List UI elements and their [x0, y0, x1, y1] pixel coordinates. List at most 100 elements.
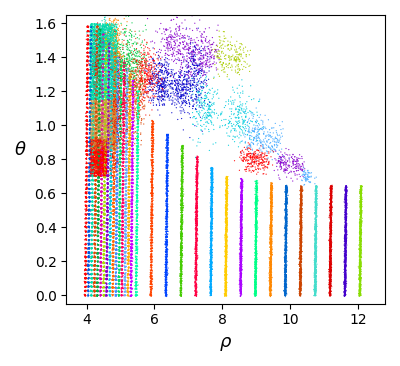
Point [111, 123, 118, 129]
Point [115, 65, 121, 71]
Point [268, 200, 274, 206]
Point [94, 35, 101, 41]
Point [164, 178, 170, 184]
Point [328, 208, 334, 214]
Point [343, 253, 349, 258]
Point [101, 261, 108, 266]
Point [134, 162, 140, 168]
Point [84, 110, 90, 116]
Point [358, 183, 364, 189]
Point [98, 243, 104, 249]
Point [115, 68, 122, 74]
Point [134, 173, 141, 179]
Point [208, 197, 214, 203]
Point [93, 68, 99, 74]
Point [161, 80, 167, 86]
Point [84, 135, 90, 141]
Point [356, 266, 363, 272]
Point [118, 125, 125, 131]
Point [357, 206, 364, 212]
Point [224, 222, 230, 228]
Point [84, 139, 90, 145]
Point [109, 108, 115, 113]
Point [135, 118, 141, 124]
Point [94, 79, 100, 85]
Point [178, 240, 184, 246]
Point [238, 252, 244, 258]
Point [298, 227, 305, 233]
Point [98, 138, 104, 143]
Point [267, 262, 274, 268]
Point [178, 236, 184, 242]
Point [238, 272, 244, 278]
Point [114, 81, 121, 86]
Point [313, 235, 319, 241]
Point [276, 155, 282, 161]
Point [104, 111, 110, 117]
Point [108, 49, 115, 55]
Point [129, 225, 135, 231]
Point [312, 220, 319, 225]
Point [243, 168, 249, 174]
Point [106, 79, 112, 85]
Point [118, 104, 124, 109]
Point [101, 80, 107, 86]
Point [108, 132, 114, 138]
Point [203, 123, 210, 129]
Point [90, 36, 96, 42]
Point [342, 282, 348, 288]
Point [178, 245, 185, 251]
Point [238, 193, 244, 199]
Point [109, 80, 115, 86]
Point [264, 150, 270, 156]
Point [122, 264, 128, 270]
Point [358, 217, 364, 223]
Point [115, 71, 122, 76]
Point [110, 227, 117, 233]
Point [272, 156, 278, 161]
Point [106, 89, 112, 95]
Point [129, 56, 135, 62]
Point [91, 67, 97, 73]
Point [283, 273, 289, 279]
Point [193, 209, 200, 215]
Point [84, 62, 91, 68]
Point [97, 193, 103, 199]
Point [328, 261, 334, 266]
Point [98, 235, 104, 241]
Point [313, 229, 320, 235]
Point [126, 156, 132, 162]
Point [298, 218, 305, 224]
Point [94, 153, 101, 159]
Point [108, 178, 114, 184]
Point [123, 213, 130, 219]
Point [107, 175, 114, 181]
Point [223, 247, 229, 253]
Point [92, 72, 99, 78]
Point [103, 61, 109, 67]
Point [110, 109, 116, 115]
Point [128, 94, 134, 100]
Point [208, 248, 214, 254]
Point [122, 171, 129, 177]
Point [343, 229, 349, 235]
Point [108, 133, 114, 139]
Point [155, 91, 161, 97]
Point [129, 94, 136, 100]
Point [202, 76, 208, 82]
Point [126, 208, 132, 214]
Point [327, 211, 334, 217]
Point [149, 169, 156, 175]
Point [111, 129, 117, 135]
Point [120, 90, 127, 96]
Point [107, 31, 113, 37]
Point [89, 33, 96, 39]
Point [110, 270, 116, 276]
Point [90, 72, 96, 78]
Point [96, 124, 102, 130]
Point [121, 170, 127, 176]
Point [312, 275, 318, 281]
Point [165, 145, 171, 150]
Point [328, 201, 334, 206]
Point [133, 269, 140, 275]
